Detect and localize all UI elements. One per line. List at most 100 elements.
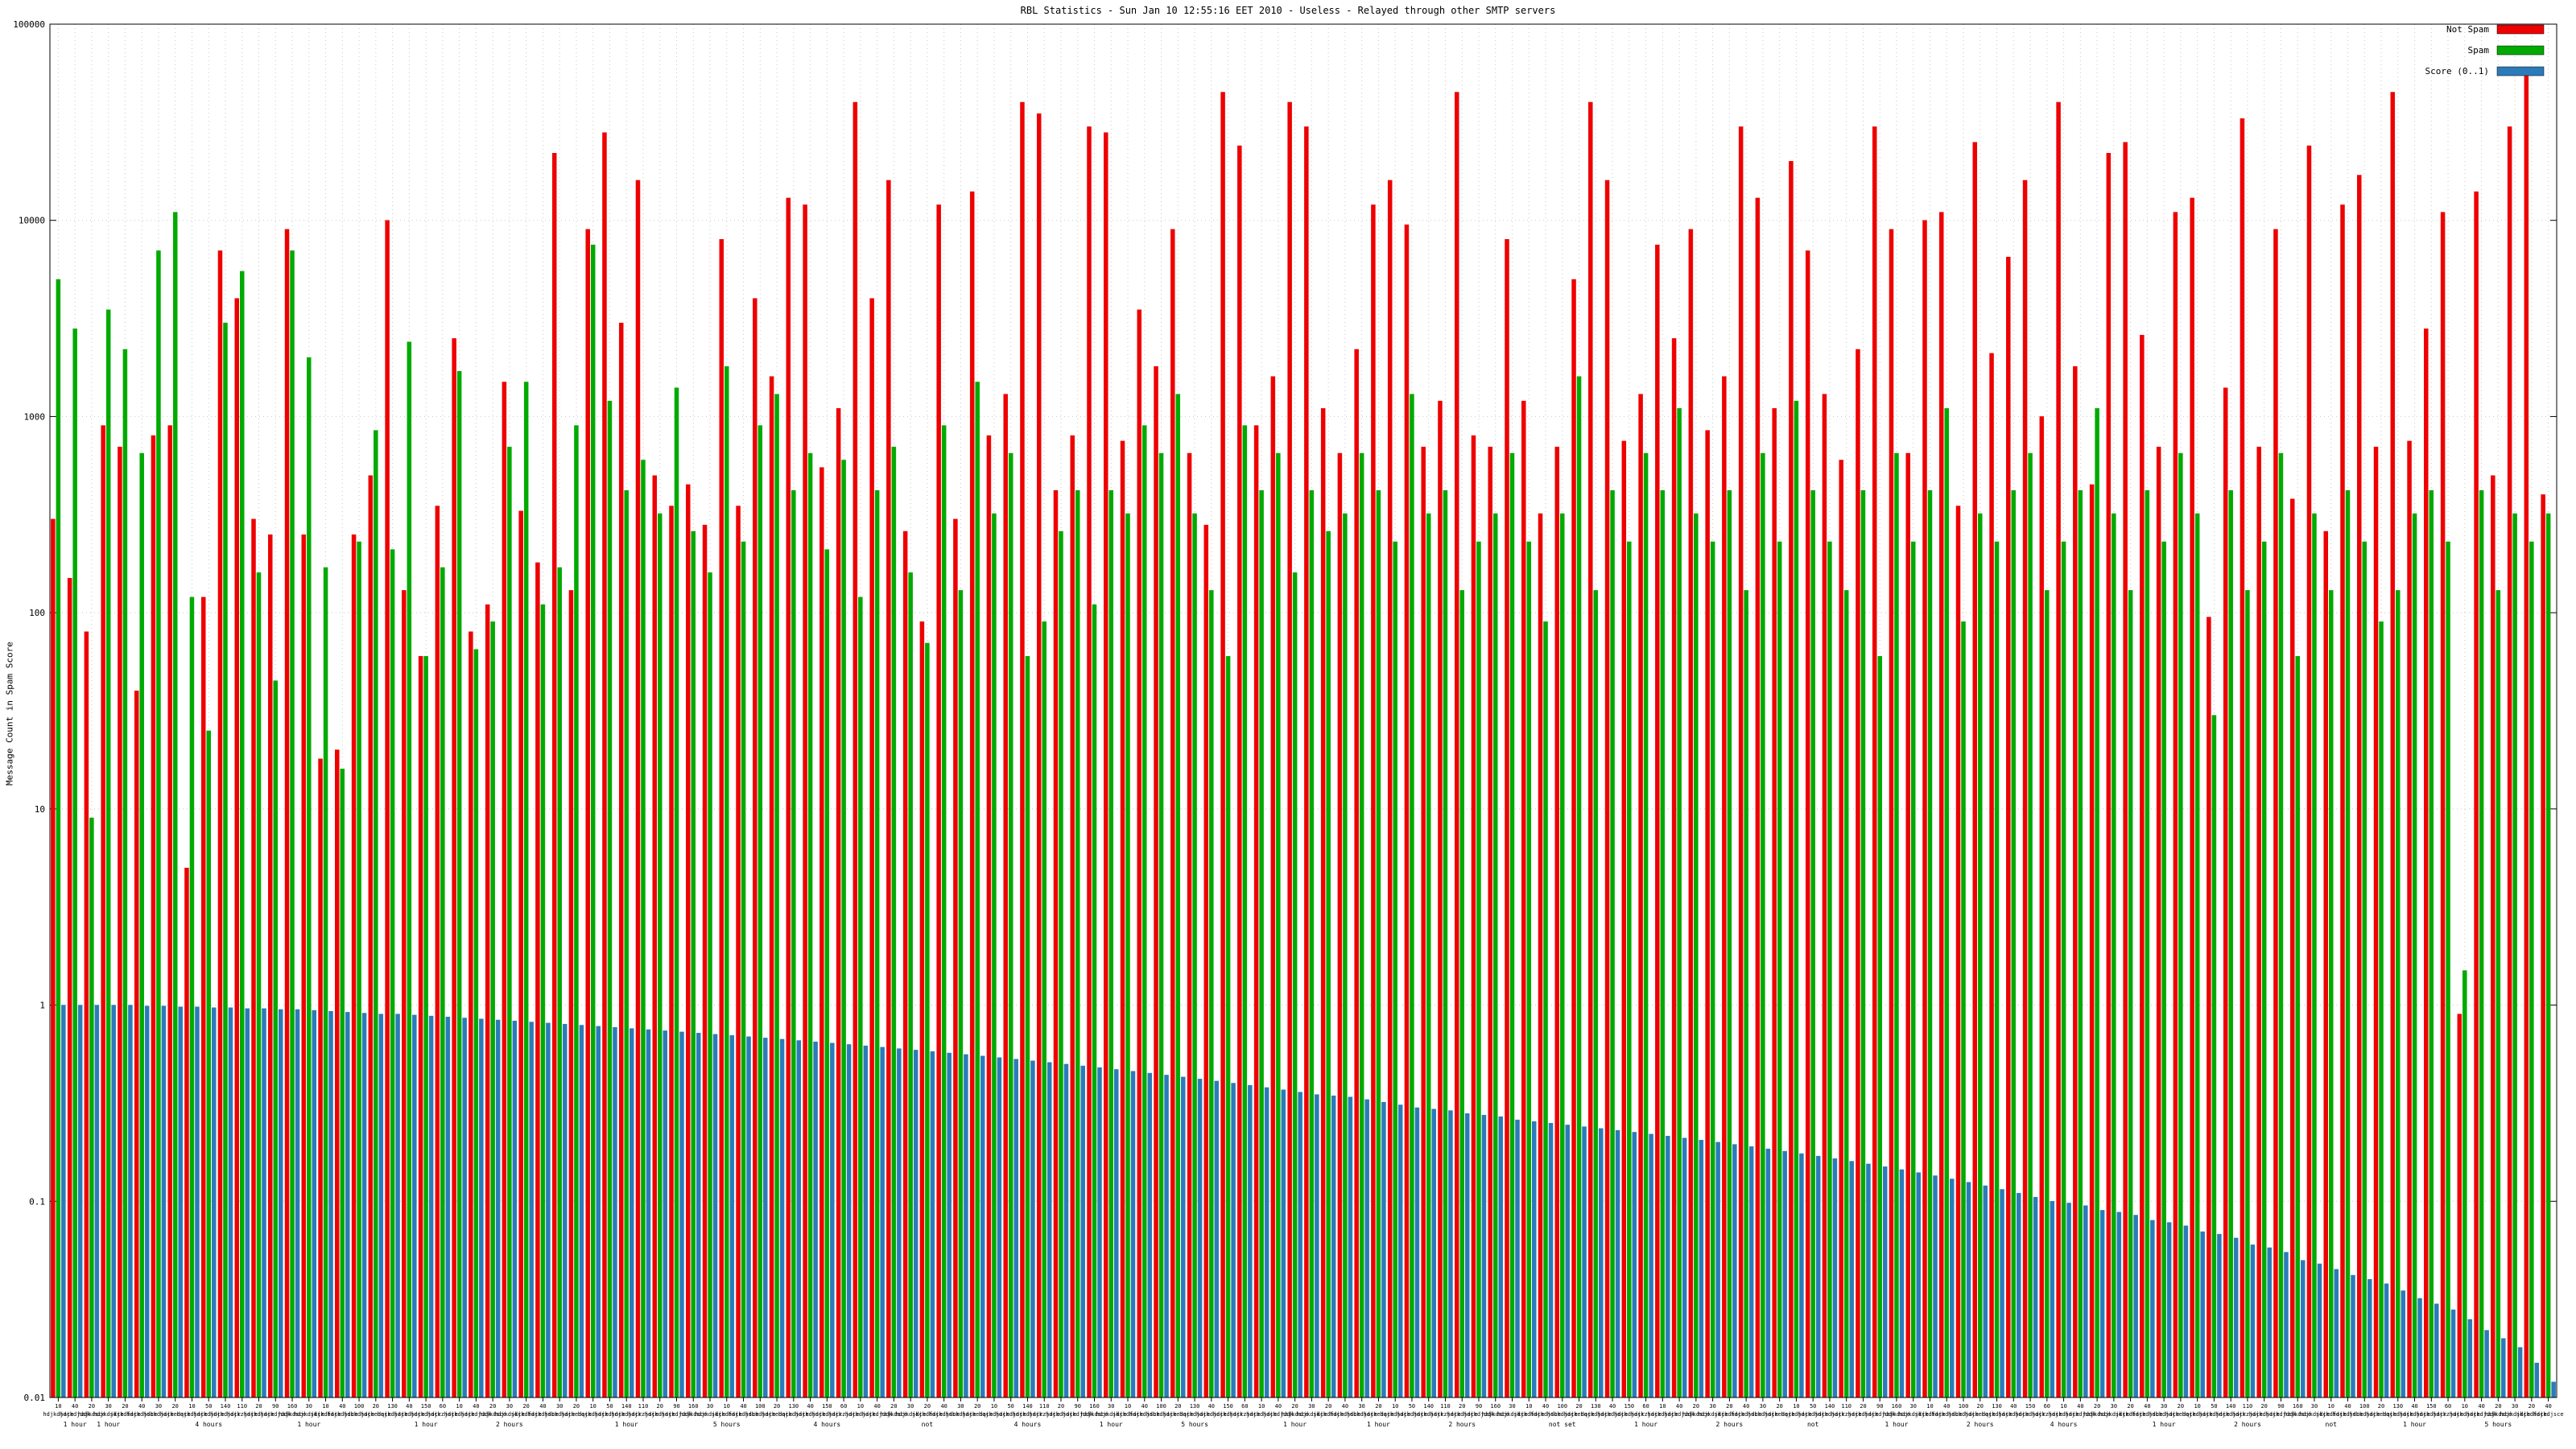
bar-score: [1013, 1059, 1018, 1398]
x-tick-row2: hdjkdjsce: [327, 1411, 357, 1418]
x-tick-row2: hdjkedace: [1965, 1411, 1996, 1418]
bar-score: [2450, 1309, 2456, 1398]
x-tick-row1: 90: [1476, 1403, 1482, 1410]
bar-score: [2517, 1347, 2523, 1398]
bar-not-spam: [2340, 204, 2345, 1398]
x-tick-row1: 20: [1726, 1403, 1732, 1410]
bar-spam: [774, 394, 779, 1398]
bar-not-spam: [2190, 197, 2194, 1398]
bar-spam: [490, 621, 495, 1398]
bar-spam: [2345, 489, 2351, 1398]
x-tick-row1: 100: [1557, 1403, 1567, 1410]
bar-spam: [925, 642, 930, 1398]
bar-score: [312, 1009, 317, 1398]
bar-spam: [206, 730, 211, 1398]
x-tick-row1: 150: [1223, 1403, 1233, 1410]
x-tick-row2: hdjkdjddk: [2467, 1411, 2498, 1418]
x-tick-row2: hdjkedace: [1363, 1411, 1393, 1418]
bar-spam: [641, 460, 646, 1398]
x-tick-row1: 20: [1977, 1403, 1984, 1410]
x-tick-row1: 10: [1525, 1403, 1532, 1410]
x-tick-row2: hdjkdjacr: [411, 1411, 441, 1418]
bar-score: [1715, 1141, 1720, 1398]
bar-score: [1548, 1123, 1554, 1398]
x-sublabel: 4 hours: [195, 1421, 222, 1428]
bar-score: [1615, 1129, 1620, 1398]
x-tick-row1: 20: [171, 1403, 178, 1410]
bar-score: [495, 1019, 501, 1398]
bar-spam: [1526, 541, 1532, 1398]
x-sublabel: 1 hour: [1885, 1421, 1909, 1428]
x-tick-row1: 40: [740, 1403, 746, 1410]
bar-spam: [691, 530, 696, 1398]
x-tick-row2: hdjkdjsce: [1731, 1411, 1761, 1418]
bar-score: [2050, 1201, 2055, 1398]
x-tick-row1: 140: [621, 1403, 632, 1410]
x-tick-row2: hdjkdjsce: [527, 1411, 558, 1418]
bar-not-spam: [919, 621, 925, 1398]
x-tick-row1: 10: [2462, 1403, 2468, 1410]
x-tick-row1: 40: [2144, 1403, 2150, 1410]
bar-spam: [2479, 489, 2484, 1398]
x-tick-row2: sdjkdface: [2116, 1411, 2146, 1418]
bar-not-spam: [1154, 365, 1158, 1398]
x-tick-row2: sdjkdface: [1714, 1411, 1744, 1418]
bar-not-spam: [1554, 446, 1560, 1398]
bar-score: [1498, 1116, 1503, 1398]
bar-score: [1130, 1071, 1136, 1398]
bar-spam: [189, 597, 195, 1398]
bar-not-spam: [1337, 452, 1343, 1398]
x-tick-row2: hdjkdjkce: [1698, 1411, 1728, 1418]
x-tick-row1: 40: [1676, 1403, 1682, 1410]
bar-score: [211, 1007, 217, 1398]
x-tick-row2: hdjkdjkce: [1096, 1411, 1126, 1418]
bar-not-spam: [2207, 617, 2211, 1398]
x-tick-row1: 40: [539, 1403, 546, 1410]
bar-not-spam: [84, 631, 89, 1398]
bar-score: [479, 1018, 484, 1398]
x-tick-row1: 110: [1841, 1403, 1852, 1410]
bar-spam: [2078, 489, 2083, 1398]
bar-not-spam: [51, 518, 56, 1398]
bar-not-spam: [1287, 101, 1292, 1398]
bar-score: [512, 1021, 518, 1398]
bar-score: [1397, 1104, 1403, 1398]
x-tick-row2: hdjkdjacr: [1414, 1411, 1444, 1418]
x-tick-row2: hqjkdjace: [2182, 1411, 2213, 1418]
bar-spam: [540, 604, 546, 1398]
bar-score: [613, 1026, 617, 1398]
bar-not-spam: [535, 562, 540, 1398]
x-tick-row2: hdjkdjacr: [1614, 1411, 1645, 1418]
x-tick-row1: 40: [1743, 1403, 1749, 1410]
x-tick-row1: 10: [2328, 1403, 2334, 1410]
bar-score: [2351, 1274, 2355, 1398]
bar-spam: [390, 549, 395, 1398]
bar-spam: [1843, 590, 1849, 1398]
bar-spam: [1860, 489, 1866, 1398]
x-tick-row1: 140: [1022, 1403, 1033, 1410]
bar-score: [763, 1038, 768, 1398]
x-tick-row1: 160: [688, 1403, 699, 1410]
bar-score: [1699, 1140, 1704, 1398]
bar-not-spam: [217, 250, 223, 1398]
x-tick-row1: 130: [1992, 1403, 2002, 1410]
bar-score: [1682, 1137, 1687, 1398]
bar-score: [295, 1009, 300, 1398]
bar-score: [111, 1005, 116, 1398]
x-tick-row1: 60: [2044, 1403, 2050, 1410]
bar-score: [328, 1011, 333, 1398]
bar-spam: [2312, 513, 2317, 1398]
x-tick-row2: hdbkdjace: [1146, 1411, 1177, 1418]
bar-score: [2183, 1225, 2189, 1398]
bar-not-spam: [1755, 197, 1761, 1398]
bar-score: [846, 1044, 852, 1398]
bar-score: [629, 1028, 634, 1398]
bar-spam: [2362, 541, 2368, 1398]
x-tick-row1: 30: [2512, 1403, 2518, 1410]
x-sublabel: 5 hours: [2484, 1421, 2512, 1428]
bar-not-spam: [2524, 75, 2529, 1398]
x-tick-row1: 160: [1490, 1403, 1501, 1410]
x-tick-row2: hdbkdjace: [2149, 1411, 2179, 1418]
bar-not-spam: [1304, 126, 1309, 1398]
bar-score: [863, 1045, 869, 1398]
